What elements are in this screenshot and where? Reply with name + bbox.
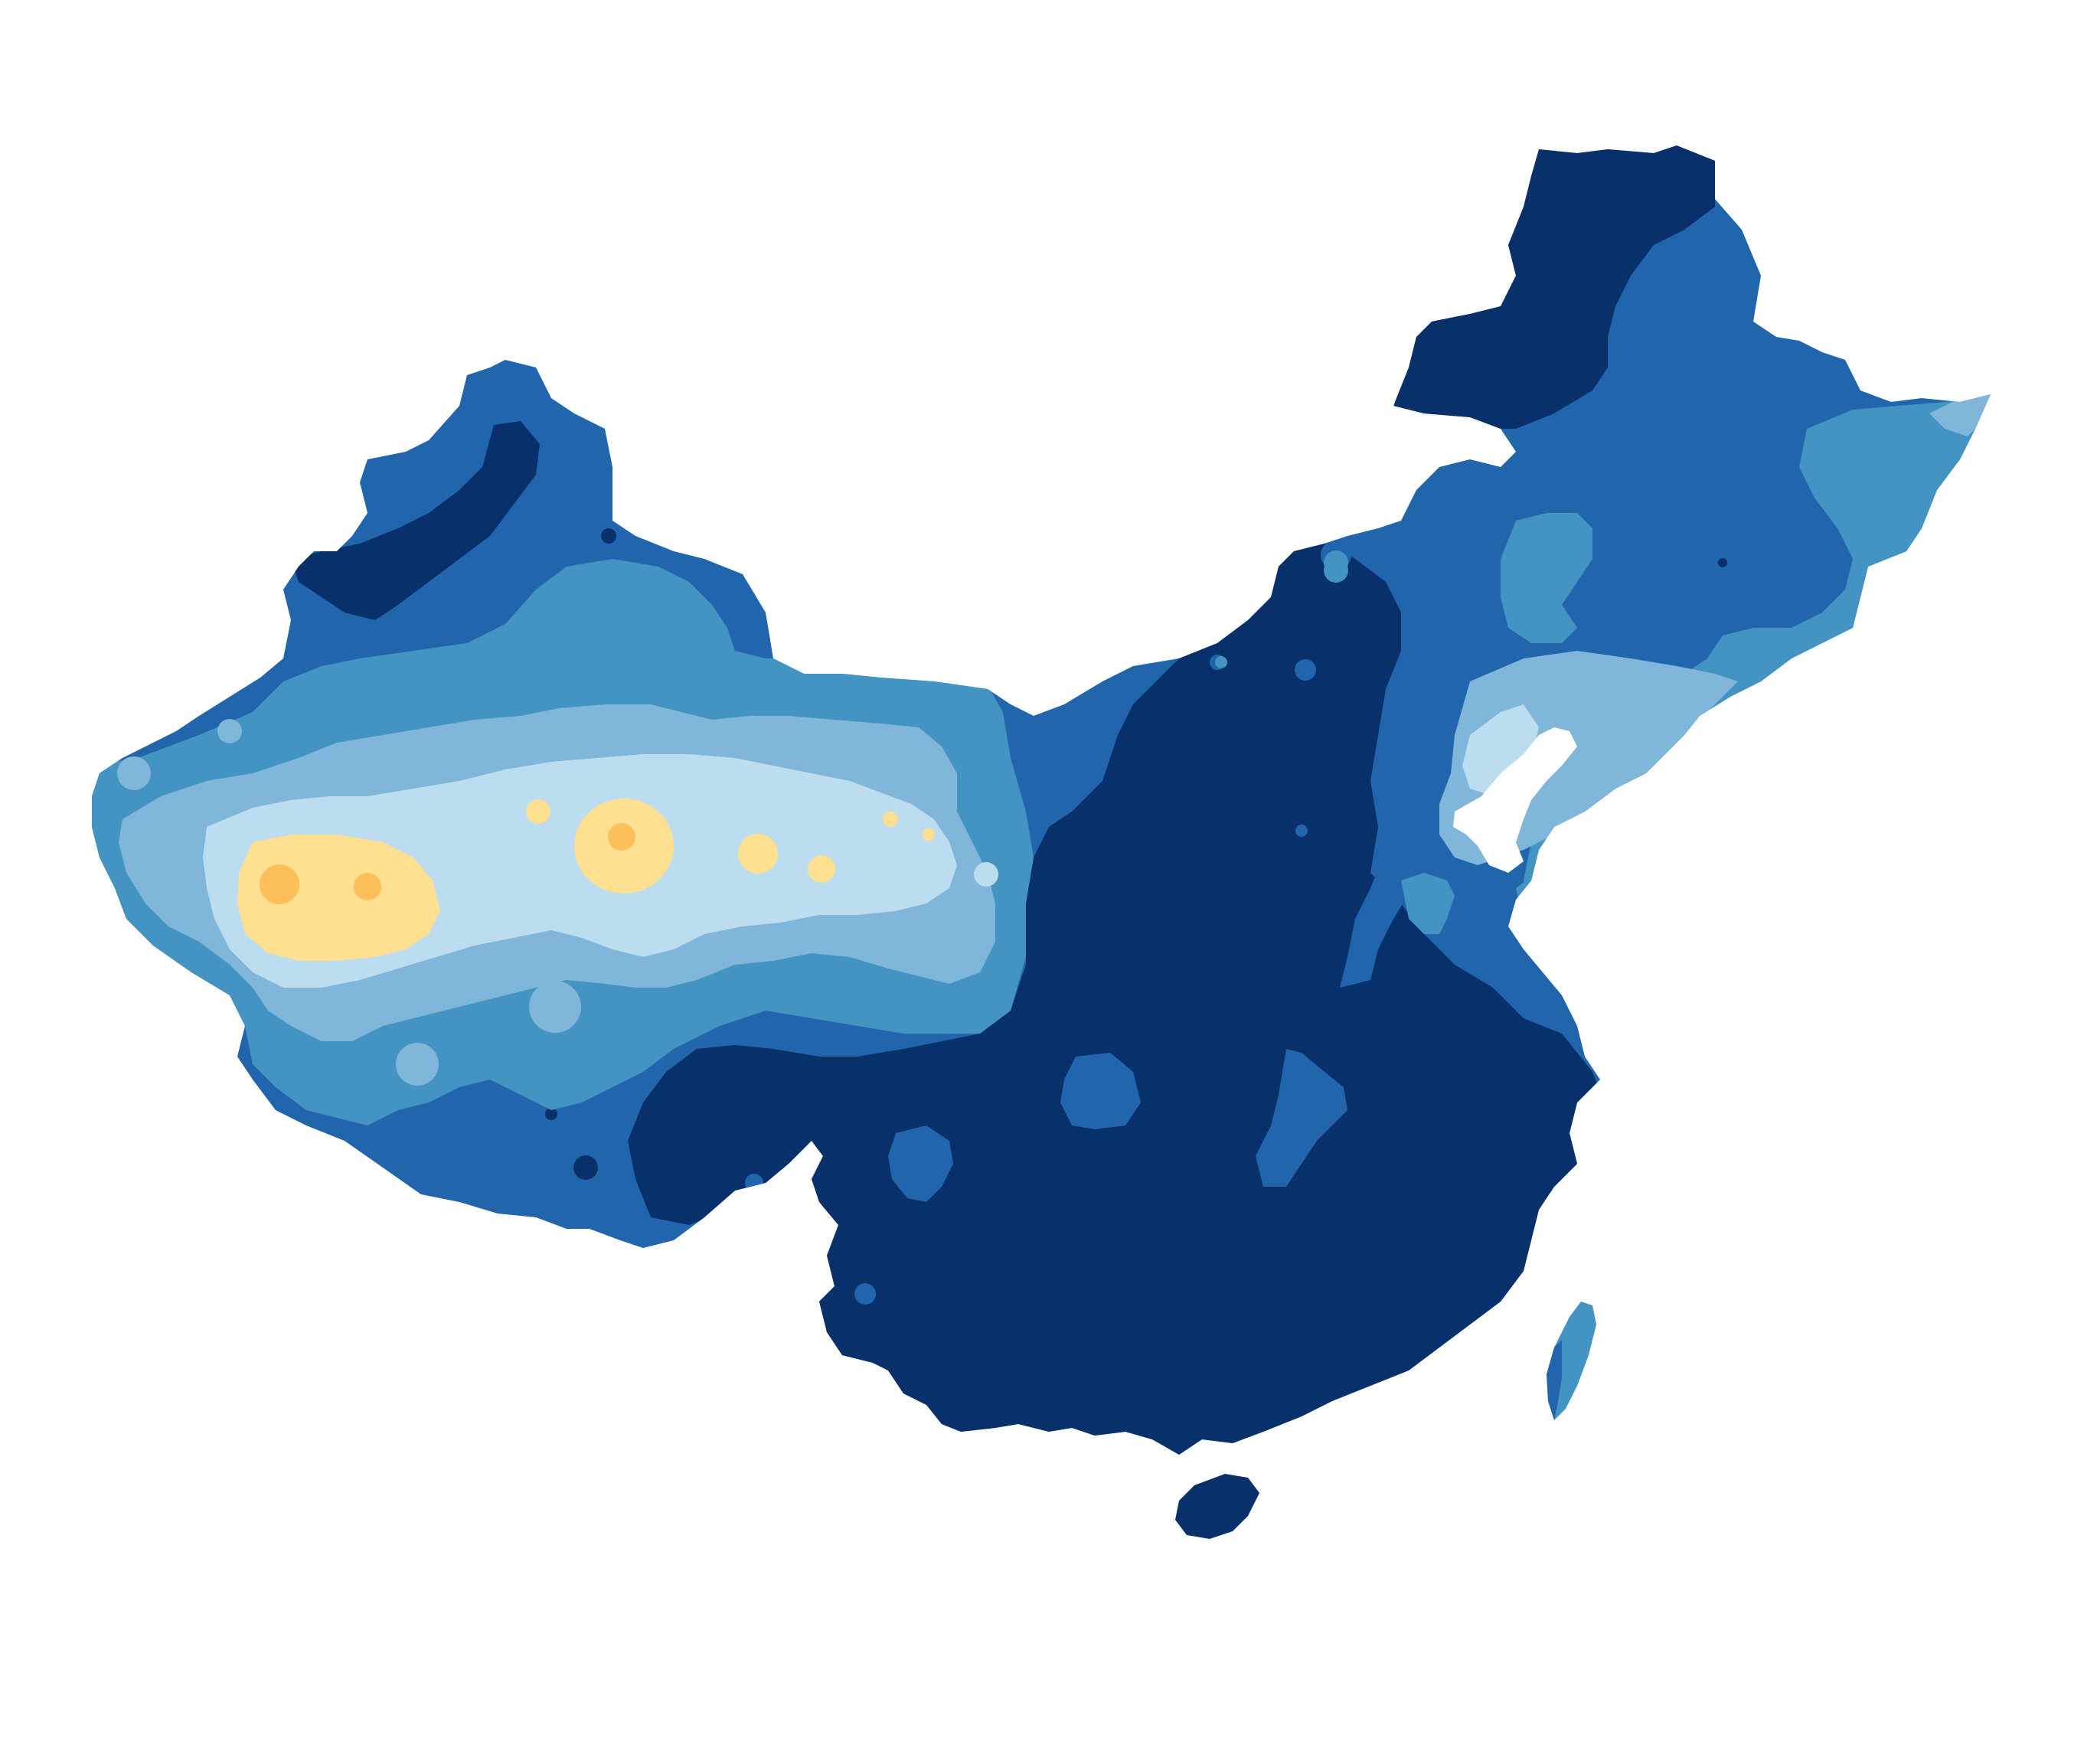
- contour-level-2-spot: [1324, 550, 1348, 575]
- contour-level-3-northeast-tip: [1929, 394, 1991, 436]
- taiwan-island-west: [1547, 1340, 1562, 1420]
- contour-level-2-east-coast: [1401, 873, 1455, 934]
- contour-level-0-central-south: [628, 536, 1608, 1455]
- contour-level-1-island: [745, 1174, 763, 1192]
- contour-level-1-island: [1295, 659, 1316, 681]
- contour-level-4-spot: [974, 862, 998, 887]
- contour-level-1-island: [854, 1283, 876, 1305]
- contour-level-2-spot: [399, 682, 436, 719]
- contour-level-2-spot: [582, 643, 612, 674]
- contour-level-0-northeast: [1393, 145, 1715, 429]
- contour-level-1-island: [1060, 1053, 1141, 1129]
- contour-level-6-hotspot: [260, 864, 299, 904]
- contour-level-2-northeast-inner: [1501, 513, 1592, 643]
- contour-level-0-spot: [545, 1108, 557, 1120]
- contour-level-5-hotspot: [738, 834, 778, 874]
- contour-level-5-hotspot: [808, 855, 835, 883]
- contour-level-1-island: [888, 1125, 953, 1202]
- contour-level-3-spot: [529, 981, 581, 1033]
- contour-level-0-altai: [291, 421, 540, 620]
- contour-level-3-spot: [117, 756, 151, 790]
- contour-level-2-spot: [1215, 656, 1227, 668]
- contour-level-6-hotspot: [354, 873, 381, 900]
- contour-level-3-spot: [217, 719, 242, 743]
- contour-level-1-island: [1256, 1049, 1347, 1187]
- contour-level-0-spot: [601, 528, 616, 544]
- contour-level-0-spot: [573, 1155, 598, 1180]
- contour-level-6-hotspot: [608, 823, 635, 851]
- contour-level-5-hotspot: [883, 812, 898, 827]
- contour-level-1-island: [1096, 694, 1124, 722]
- contour-level-3-spot: [396, 1043, 439, 1086]
- contour-level-2-northeast: [1524, 398, 1991, 903]
- contour-level-5-hotspot: [237, 835, 440, 961]
- bohai-sea: [1453, 727, 1577, 873]
- contour-level-2-spot: [902, 990, 936, 1024]
- contour-level-1-north-china: [1340, 674, 1439, 988]
- contour-level-5-hotspot: [923, 828, 935, 841]
- hainan-island: [1175, 1474, 1259, 1539]
- contour-level-5-hotspot: [526, 799, 550, 824]
- contour-level-1-island: [1295, 825, 1308, 837]
- contour-level-0-spot: [1718, 558, 1727, 567]
